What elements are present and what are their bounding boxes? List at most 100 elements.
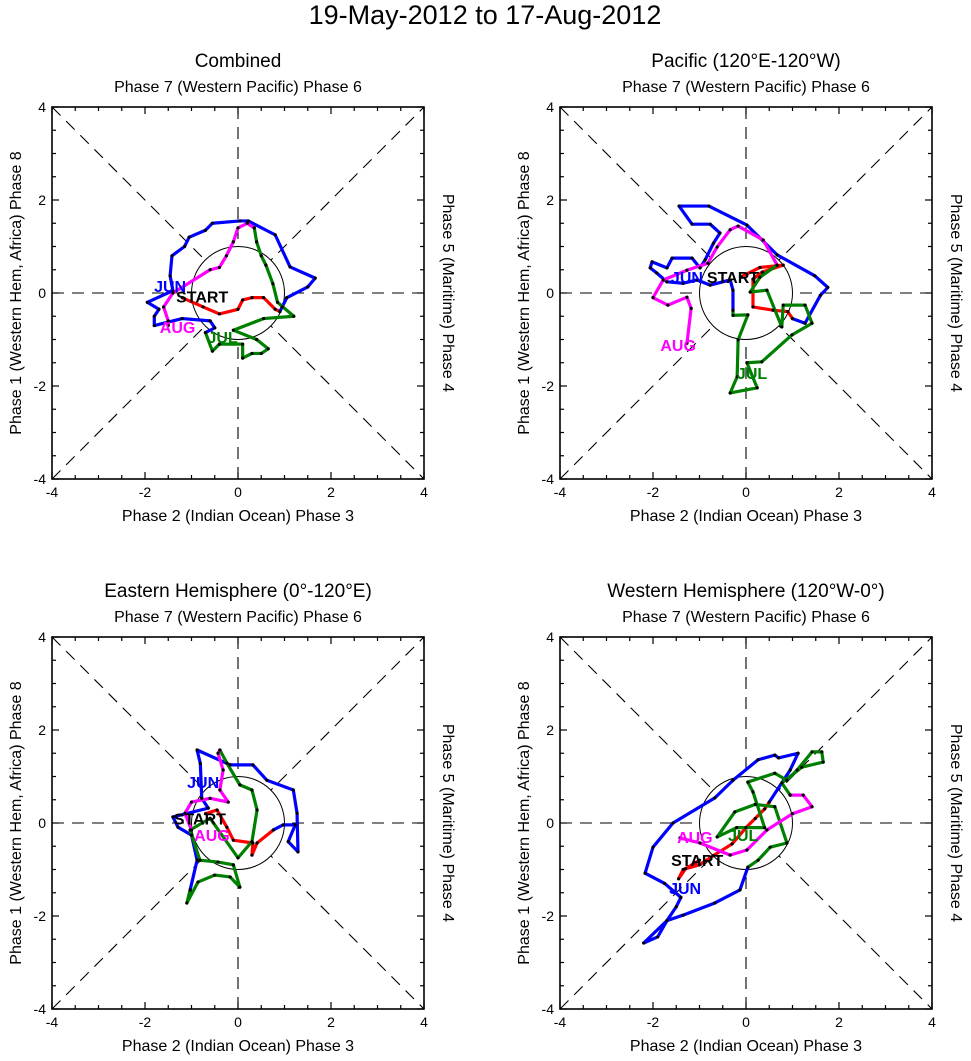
data-point-aug: [236, 226, 240, 230]
month-label-jul: JUL: [208, 330, 238, 347]
data-point-aug: [666, 303, 670, 307]
data-point-jun: [728, 278, 732, 282]
data-point-jul: [756, 858, 760, 862]
panel-1: -4-4 -2 -2 0 0 2 2 4 4 Pacific (120°E-120°W) Phase…: [516, 51, 964, 525]
data-point-jun: [152, 323, 156, 328]
month-label-start: START: [671, 853, 723, 870]
data-point-jun: [265, 778, 269, 782]
data-point-jul: [748, 290, 752, 294]
data-point-jul: [760, 360, 764, 364]
bottom-axis-label: Phase 2 (Indian Ocean) Phase 3: [630, 508, 862, 525]
data-point-may: [751, 277, 755, 281]
panel-title: Combined: [195, 51, 282, 72]
data-point-jun: [681, 913, 685, 917]
data-point-jul: [261, 316, 266, 321]
month-label-aug: AUG: [194, 828, 230, 845]
data-point-jul: [231, 863, 235, 867]
x-tick-label: 0: [742, 484, 750, 500]
data-point-jul: [292, 314, 296, 318]
right-axis-label: Phase 5 (Maritime) Phase 4: [439, 724, 456, 922]
data-point-aug: [685, 268, 689, 272]
data-point-jun: [656, 935, 660, 939]
data-point-jul: [765, 288, 769, 292]
data-point-jun: [681, 281, 685, 285]
y-tick-label: 4: [546, 629, 554, 645]
data-point-jul: [735, 826, 739, 830]
data-point-jun: [713, 796, 717, 800]
data-point-jun: [251, 763, 255, 767]
data-point-aug: [171, 291, 175, 295]
data-point-jul: [795, 768, 799, 772]
data-point-aug: [651, 296, 655, 300]
y-tick-label: 0: [546, 815, 554, 831]
data-point-jun: [643, 871, 647, 875]
data-point-aug: [685, 295, 689, 299]
data-point-jul: [259, 351, 263, 356]
data-point-jun: [650, 260, 654, 264]
data-point-jun: [818, 293, 823, 297]
data-point-jul: [231, 328, 235, 332]
data-point-jul: [266, 347, 270, 351]
data-point-jun: [152, 314, 156, 318]
data-point-may: [236, 307, 240, 311]
data-point-jun: [708, 222, 712, 226]
x-tick-label: 2: [327, 484, 335, 500]
y-tick-label: 2: [38, 192, 46, 208]
data-point-aug: [252, 226, 256, 230]
data-point-jun: [690, 222, 694, 226]
data-point-aug: [745, 848, 749, 852]
data-point-jul: [259, 254, 263, 258]
data-point-aug: [208, 268, 212, 272]
data-point-jun: [171, 815, 175, 819]
data-point-aug: [736, 224, 740, 228]
x-tick-label: 4: [928, 484, 936, 500]
data-point-jun: [206, 806, 210, 810]
right-axis-label: Phase 5 (Maritime) Phase 4: [947, 194, 964, 392]
data-point-jun: [198, 761, 202, 766]
data-point-jul: [198, 858, 202, 862]
data-point-jul: [715, 835, 719, 839]
data-point-aug: [678, 836, 682, 840]
panel-0: -4-4 -2 -2 0 0 2 2 4 4 Combined Phase 7 (Western P…: [8, 51, 456, 525]
data-point-jun: [803, 321, 807, 325]
x-tick-label: 2: [835, 484, 843, 500]
data-point-aug: [728, 228, 732, 232]
data-point-jul: [785, 841, 789, 845]
data-point-aug: [183, 811, 187, 815]
data-point-jun: [674, 905, 678, 909]
data-point-jul: [800, 765, 804, 769]
data-point-jun: [713, 901, 717, 905]
data-point-may: [760, 270, 764, 274]
data-point-jul: [236, 856, 240, 860]
data-point-jun: [296, 850, 300, 854]
data-point-jun: [756, 758, 760, 762]
data-point-jul: [803, 303, 807, 307]
data-point-jun: [796, 751, 800, 755]
y-tick-label: -2: [34, 378, 47, 394]
y-tick-label: -4: [34, 471, 47, 487]
data-point-jun: [679, 895, 683, 900]
data-point-jul: [250, 351, 254, 356]
data-point-jun: [171, 289, 175, 293]
series-line-jul: [203, 227, 296, 360]
data-point-may: [763, 807, 767, 811]
data-point-jun: [690, 256, 694, 260]
data-point-jun: [745, 223, 749, 227]
data-point-jun: [271, 828, 275, 832]
data-point-aug: [231, 240, 235, 244]
data-point-jun: [200, 796, 204, 800]
x-tick-label: -2: [139, 484, 152, 500]
data-point-may: [273, 307, 277, 311]
top-axis-label: Phase 7 (Western Pacific) Phase 6: [114, 79, 362, 96]
data-point-may: [751, 305, 755, 309]
data-point-jun: [731, 778, 735, 782]
y-tick-label: 4: [38, 99, 46, 115]
data-point-may: [241, 298, 245, 302]
data-point-aug: [189, 800, 194, 804]
top-axis-label: Phase 7 (Western Pacific) Phase 6: [622, 609, 870, 626]
data-point-jul: [821, 760, 825, 764]
data-point-jun: [665, 919, 669, 923]
data-point-jun: [189, 833, 194, 837]
x-tick-label: -2: [647, 1014, 660, 1030]
data-point-jun: [278, 310, 282, 314]
